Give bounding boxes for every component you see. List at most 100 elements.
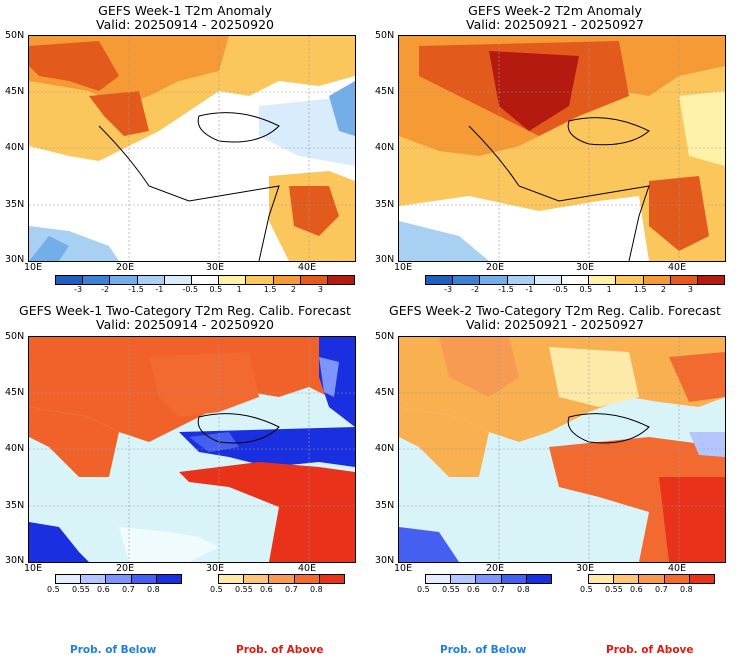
colorbar-swatch [273, 276, 301, 284]
lat-label: 40N [375, 443, 395, 454]
panel-valid-dates: Valid: 20250914 - 20250920 [95, 17, 274, 32]
colorbar-swatch [664, 575, 690, 583]
anomaly-colorbar-labels: -3 -2 -1.5 -1 -0.5 0.5 1 1.5 2 3 [425, 285, 723, 295]
anomaly-colorbar [55, 275, 355, 285]
colorbar-swatch [56, 575, 82, 583]
colorbar-tick-label: 0.8 [310, 585, 323, 594]
lat-label: 30N [375, 555, 395, 566]
panel-title: GEFS Week-1 T2m Anomaly [98, 3, 272, 18]
panel-week2-probability: GEFS Week-2 Two-Category T2m Reg. Calib.… [370, 300, 740, 662]
colorbar-tick-label: -0.5 [182, 285, 199, 294]
lon-label: 10E [394, 262, 413, 273]
colorbar-tick-label: -1.5 [498, 285, 514, 294]
lat-label: 40N [5, 142, 25, 153]
prob-above-colorbar [218, 574, 345, 584]
colorbar-tick-label: 1 [606, 285, 612, 294]
colorbar-swatch [300, 276, 328, 284]
lon-label: 40E [668, 262, 687, 273]
lon-label: 40E [298, 262, 317, 273]
prob-below-colorbar [55, 574, 182, 584]
colorbar-tick-label: 0.5 [209, 285, 223, 294]
colorbar-tick-label: 0.5 [417, 585, 430, 594]
panel-valid-dates: Valid: 20250914 - 20250920 [95, 317, 274, 332]
prob-below-colorbar-labels: 0.5 0.55 0.6 0.7 0.8 [46, 585, 186, 595]
prob-below-title: Prob. of Below [70, 644, 157, 656]
lat-label: 45N [5, 387, 25, 398]
colorbar-swatch [643, 276, 671, 284]
lon-label: 40E [668, 563, 687, 574]
colorbar-tick-label: 1.5 [633, 285, 647, 294]
colorbar-tick-label: 1 [236, 285, 242, 294]
colorbar-tick-label: 0.7 [285, 585, 298, 594]
colorbar-swatch [319, 575, 345, 583]
lat-label: 35N [375, 199, 395, 210]
colorbar-tick-label: 0.55 [235, 585, 253, 594]
lon-label: 30E [576, 262, 595, 273]
anomaly-colorbar [425, 275, 725, 285]
colorbar-tick-label: 0.5 [47, 585, 60, 594]
lat-label: 45N [375, 387, 395, 398]
colorbar-tick-label: 0.55 [605, 585, 623, 594]
colorbar-swatch [480, 276, 508, 284]
colorbar-swatch [561, 276, 590, 284]
lon-label: 10E [24, 563, 43, 574]
colorbar-tick-label: -0.5 [552, 285, 569, 294]
colorbar-swatch [639, 575, 665, 583]
lon-label: 40E [298, 563, 317, 574]
colorbar-swatch [156, 575, 182, 583]
map-week1-probability [28, 336, 356, 563]
colorbar-swatch [451, 575, 477, 583]
colorbar-swatch [81, 575, 107, 583]
panel-title: GEFS Week-1 Two-Category T2m Reg. Calib.… [19, 303, 351, 318]
lon-label: 30E [206, 563, 225, 574]
panel-week1-anomaly: GEFS Week-1 T2m Anomaly Valid: 20250914 … [0, 0, 370, 300]
colorbar-tick-label: -3 [444, 285, 453, 294]
lat-label: 40N [5, 443, 25, 454]
panel-title: GEFS Week-2 Two-Category T2m Reg. Calib.… [389, 303, 721, 318]
colorbar-swatch [426, 276, 454, 284]
lat-label: 35N [375, 500, 395, 511]
lon-label: 30E [206, 262, 225, 273]
colorbar-swatch [294, 575, 320, 583]
colorbar-swatch [327, 276, 355, 284]
colorbar-tick-label: -1 [155, 285, 164, 294]
map-week2-anomaly [398, 35, 726, 262]
prob-below-title: Prob. of Below [440, 644, 527, 656]
prob-above-title: Prob. of Above [236, 644, 324, 656]
colorbar-swatch [131, 575, 157, 583]
colorbar-tick-label: 0.7 [492, 585, 505, 594]
lat-label: 50N [5, 30, 25, 41]
colorbar-swatch [110, 276, 138, 284]
colorbar-swatch [106, 575, 132, 583]
lon-label: 30E [576, 563, 595, 574]
panel-valid-dates: Valid: 20250921 - 20250927 [465, 317, 644, 332]
map-week2-probability [398, 336, 726, 563]
colorbar-tick-label: 0.6 [630, 585, 643, 594]
panel-valid-dates: Valid: 20250921 - 20250927 [465, 17, 644, 32]
colorbar-swatch [191, 276, 220, 284]
colorbar-tick-label: -1.5 [128, 285, 144, 294]
prob-below-colorbar [425, 574, 552, 584]
prob-above-colorbar [588, 574, 715, 584]
colorbar-swatch [697, 276, 725, 284]
colorbar-tick-label: 0.7 [122, 585, 135, 594]
lat-label: 50N [375, 331, 395, 342]
colorbar-swatch [83, 276, 111, 284]
colorbar-swatch [137, 276, 165, 284]
colorbar-swatch [689, 575, 715, 583]
colorbar-tick-label: 0.6 [97, 585, 110, 594]
colorbar-tick-label: -2 [101, 285, 110, 294]
colorbar-tick-label: 0.55 [442, 585, 460, 594]
lon-label: 10E [394, 563, 413, 574]
colorbar-swatch [219, 575, 245, 583]
colorbar-swatch [164, 276, 192, 284]
lat-label: 35N [5, 199, 25, 210]
lat-label: 35N [5, 500, 25, 511]
colorbar-swatch [670, 276, 698, 284]
colorbar-tick-label: -2 [471, 285, 480, 294]
lon-label: 20E [116, 563, 135, 574]
anomaly-colorbar-labels: -3 -2 -1.5 -1 -0.5 0.5 1 1.5 2 3 [55, 285, 353, 295]
colorbar-tick-label: -1 [525, 285, 534, 294]
colorbar-swatch [507, 276, 535, 284]
colorbar-swatch [616, 276, 644, 284]
